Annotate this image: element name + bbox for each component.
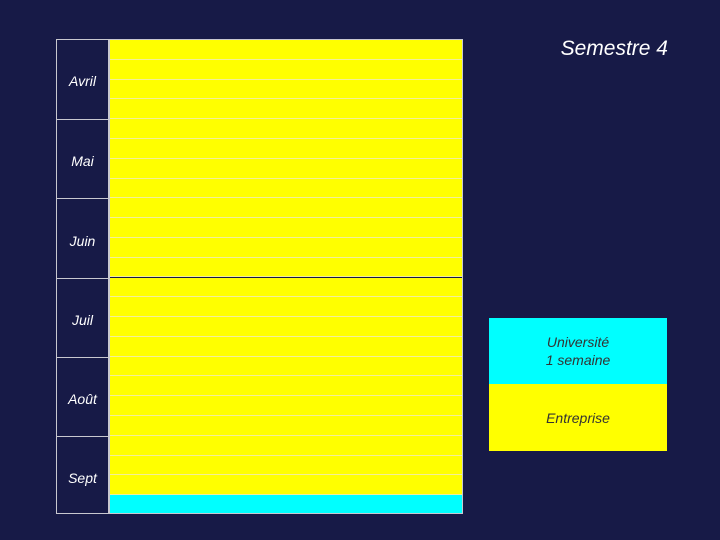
semester-title: Semestre 4 — [560, 37, 668, 60]
week-row — [110, 396, 462, 417]
legend: Université 1 semaine Entreprise — [489, 318, 667, 451]
week-row — [110, 435, 462, 456]
week-row — [110, 455, 462, 476]
week-row — [110, 475, 462, 496]
legend-universite-label: Université — [546, 334, 610, 350]
week-row — [110, 257, 462, 278]
month-label: Avril — [69, 73, 96, 90]
week-row — [110, 277, 462, 298]
week-row — [110, 178, 462, 199]
legend-universite: Université 1 semaine — [489, 318, 667, 384]
month-label: Sept — [68, 470, 97, 487]
week-row — [110, 416, 462, 436]
month-cell: Mai — [57, 119, 108, 198]
week-row — [110, 218, 462, 238]
week-row — [110, 495, 462, 513]
month-cell: Août — [57, 356, 108, 436]
week-row — [110, 99, 462, 120]
legend-entreprise-label: Entreprise — [546, 409, 610, 426]
legend-universite-duration: 1 semaine — [545, 352, 611, 368]
week-row — [110, 158, 462, 179]
month-label: Mai — [71, 153, 94, 170]
month-cell: Juin — [57, 198, 108, 277]
month-cell: Sept — [57, 435, 108, 515]
month-label: Août — [68, 390, 97, 407]
week-row — [110, 119, 462, 139]
week-row — [110, 198, 462, 219]
month-label: Juin — [69, 232, 96, 249]
month-cell: Avril — [57, 40, 108, 119]
week-row — [110, 237, 462, 258]
legend-entreprise: Entreprise — [489, 384, 667, 451]
week-row — [110, 317, 462, 337]
week-row — [110, 356, 462, 377]
week-row — [110, 336, 462, 357]
week-row — [110, 297, 462, 318]
month-cell: Juil — [57, 277, 108, 357]
week-row — [110, 59, 462, 80]
week-row — [110, 40, 462, 60]
week-row — [110, 79, 462, 100]
week-grid — [109, 39, 463, 514]
week-row — [110, 376, 462, 397]
week-row — [110, 138, 462, 159]
month-column: Avril Mai Juin Juil Août Sept — [56, 39, 109, 514]
month-label: Juil — [71, 311, 93, 328]
